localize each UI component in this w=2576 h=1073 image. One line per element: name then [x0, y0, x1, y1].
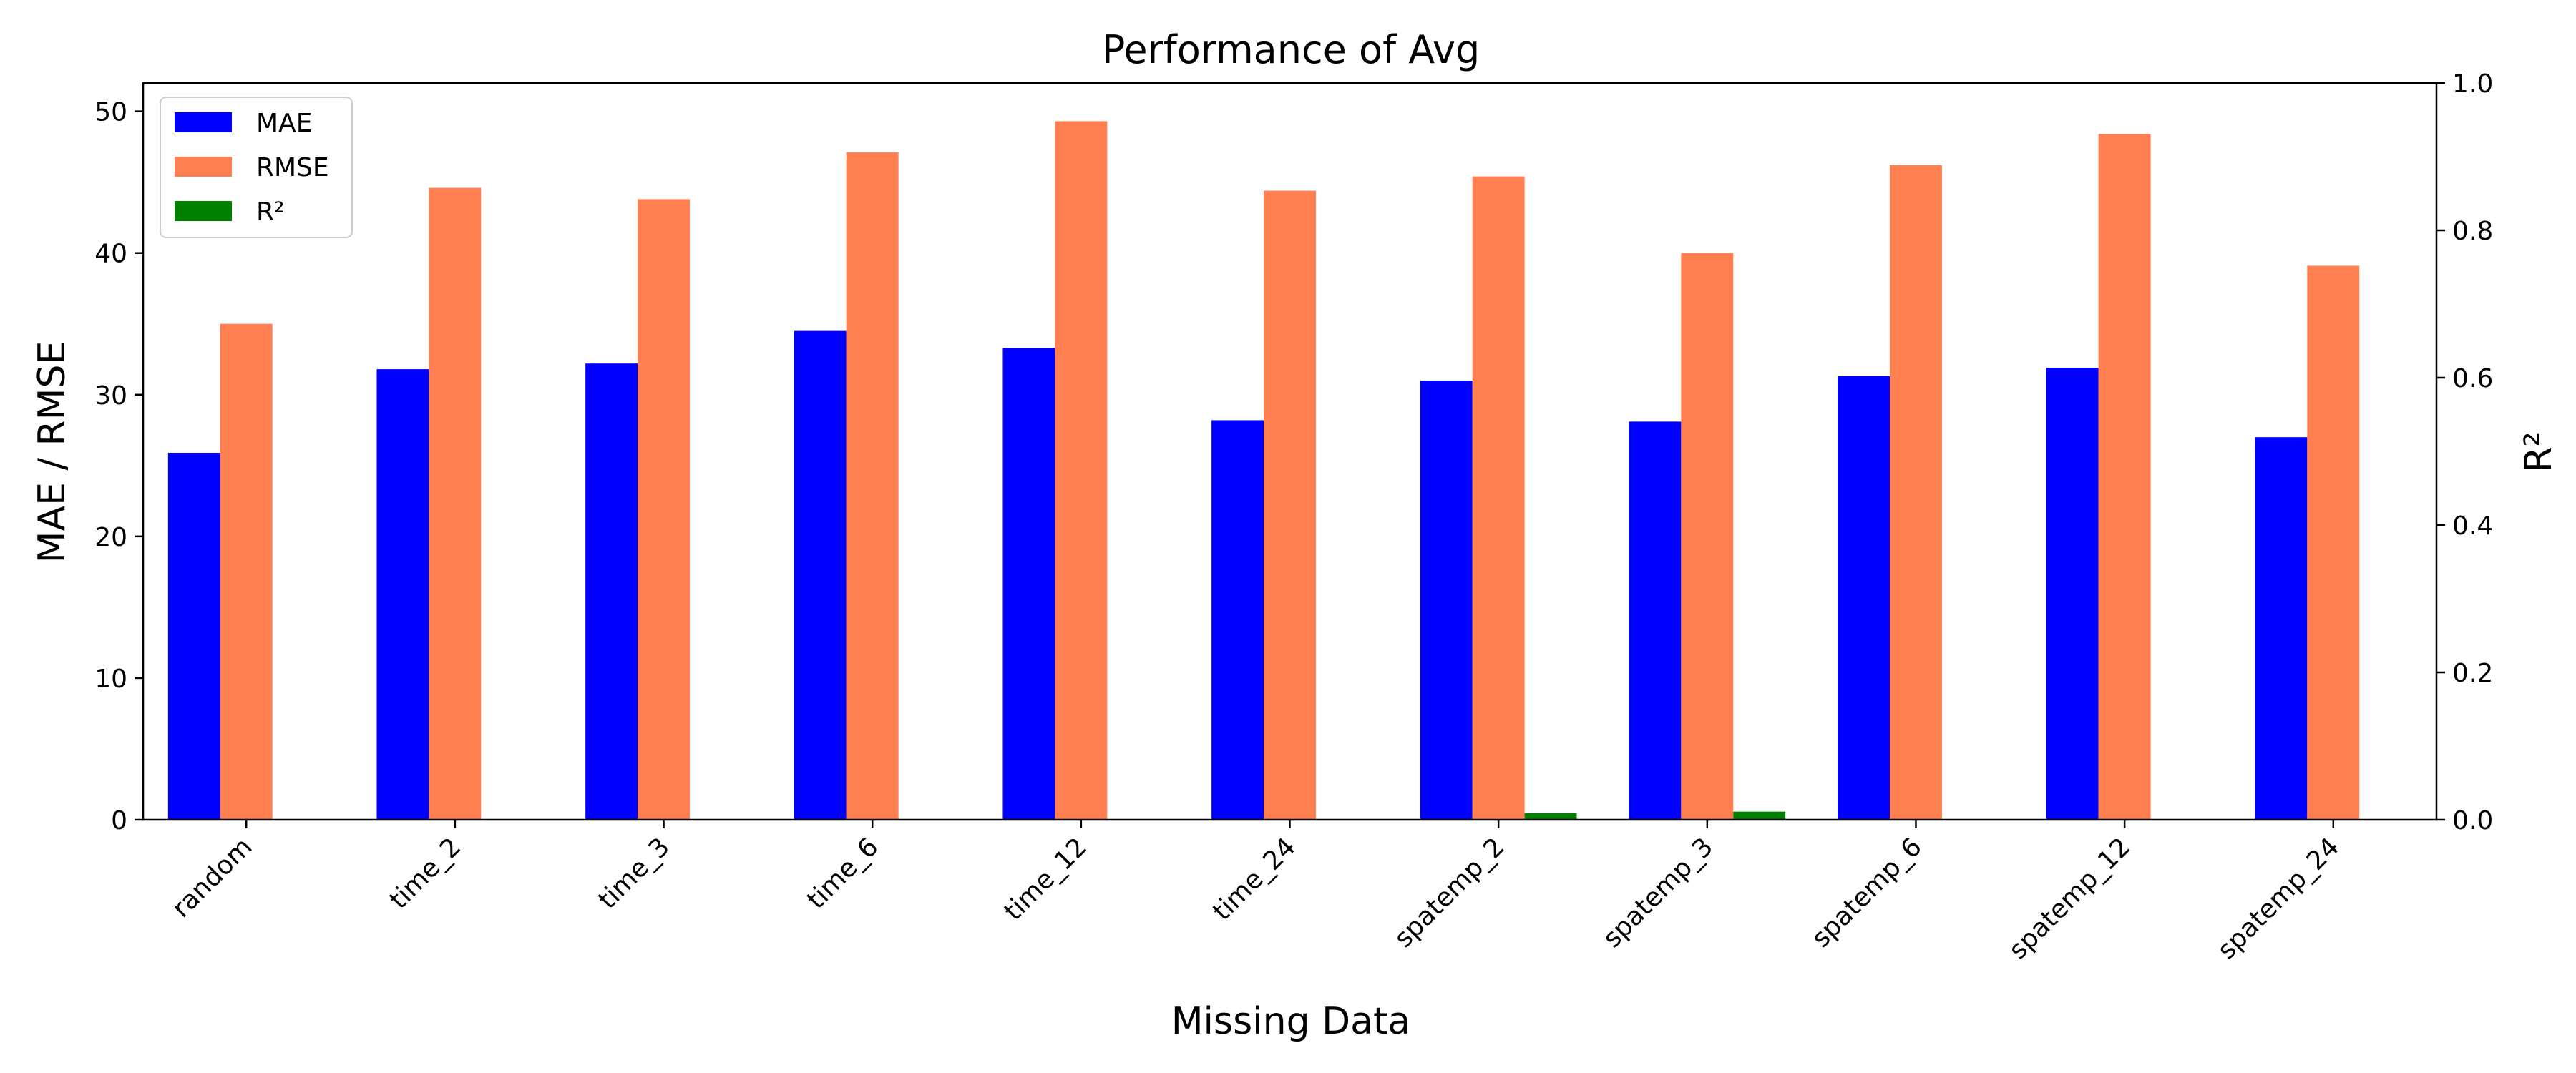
legend-label: MAE	[256, 109, 312, 138]
bar-mae-spatemp_2	[1420, 380, 1473, 820]
legend-label: R²	[256, 197, 284, 227]
bar-r2-spatemp_2	[1524, 813, 1577, 820]
bar-rmse-spatemp_6	[1890, 165, 1942, 820]
y-axis-title: MAE / RMSE	[31, 341, 74, 564]
bar-mae-spatemp_3	[1629, 421, 1682, 820]
y2-tick-label: 1.0	[2452, 69, 2493, 99]
legend: MAE RMSE R²	[160, 97, 353, 238]
bar-rmse-time_12	[1055, 121, 1108, 820]
x-tick-label: spatemp_12	[2004, 832, 2137, 965]
x-tick-label: time_24	[1207, 832, 1302, 926]
bar-mae-spatemp_24	[2255, 437, 2308, 820]
y2-tick-label: 0.0	[2452, 806, 2493, 836]
bar-rmse-spatemp_24	[2307, 265, 2360, 820]
y2-tick-label: 0.2	[2452, 659, 2493, 688]
y2-tick-label: 0.6	[2452, 364, 2493, 393]
x-tick-label: time_3	[592, 832, 675, 914]
bar-mae-random	[167, 452, 220, 820]
chart-title: Performance of Avg	[1102, 27, 1480, 72]
y-tick-label: 50	[94, 98, 127, 127]
bar-mae-time_12	[1002, 348, 1055, 820]
x-axis-title: Missing Data	[1171, 1000, 1411, 1043]
y-tick-label: 40	[94, 240, 127, 269]
y2-tick-label: 0.8	[2452, 217, 2493, 246]
bar-mae-spatemp_12	[2046, 368, 2099, 820]
bar-r2-spatemp_3	[1733, 811, 1786, 820]
legend-swatch	[175, 112, 232, 132]
bar-rmse-time_3	[638, 199, 690, 820]
bar-rmse-time_24	[1264, 190, 1316, 820]
y2-tick-label: 0.4	[2452, 511, 2493, 541]
x-tick-label: spatemp_2	[1389, 832, 1511, 954]
y-tick-label: 20	[94, 523, 127, 552]
bar-rmse-spatemp_12	[2098, 134, 2151, 820]
bar-mae-time_6	[794, 330, 847, 820]
legend-swatch	[175, 157, 232, 177]
y-tick-label: 0	[111, 806, 127, 836]
bars	[167, 121, 2360, 820]
bar-mae-time_2	[376, 369, 429, 820]
x-tick-label: spatemp_24	[2212, 832, 2345, 965]
y2-axis-title: R²	[2517, 432, 2560, 473]
x-tick-label: spatemp_3	[1598, 832, 1719, 954]
x-tick-label: random	[167, 832, 258, 923]
x-tick-label: time_2	[384, 832, 467, 914]
bar-mae-time_24	[1211, 420, 1264, 820]
bar-mae-spatemp_6	[1838, 376, 1890, 820]
bar-rmse-spatemp_2	[1472, 176, 1525, 820]
bar-rmse-random	[220, 323, 273, 820]
x-tick-label: time_6	[801, 832, 884, 914]
bar-rmse-spatemp_3	[1681, 253, 1734, 820]
bar-mae-time_3	[585, 363, 638, 820]
legend-label: RMSE	[256, 153, 329, 182]
bar-rmse-time_2	[429, 187, 482, 820]
bar-rmse-time_6	[846, 152, 899, 820]
x-tick-label: spatemp_6	[1806, 832, 1928, 954]
x-tick-label: time_12	[999, 832, 1093, 926]
y-tick-label: 30	[94, 381, 127, 411]
legend-swatch	[175, 201, 232, 221]
y-tick-label: 10	[94, 665, 127, 694]
